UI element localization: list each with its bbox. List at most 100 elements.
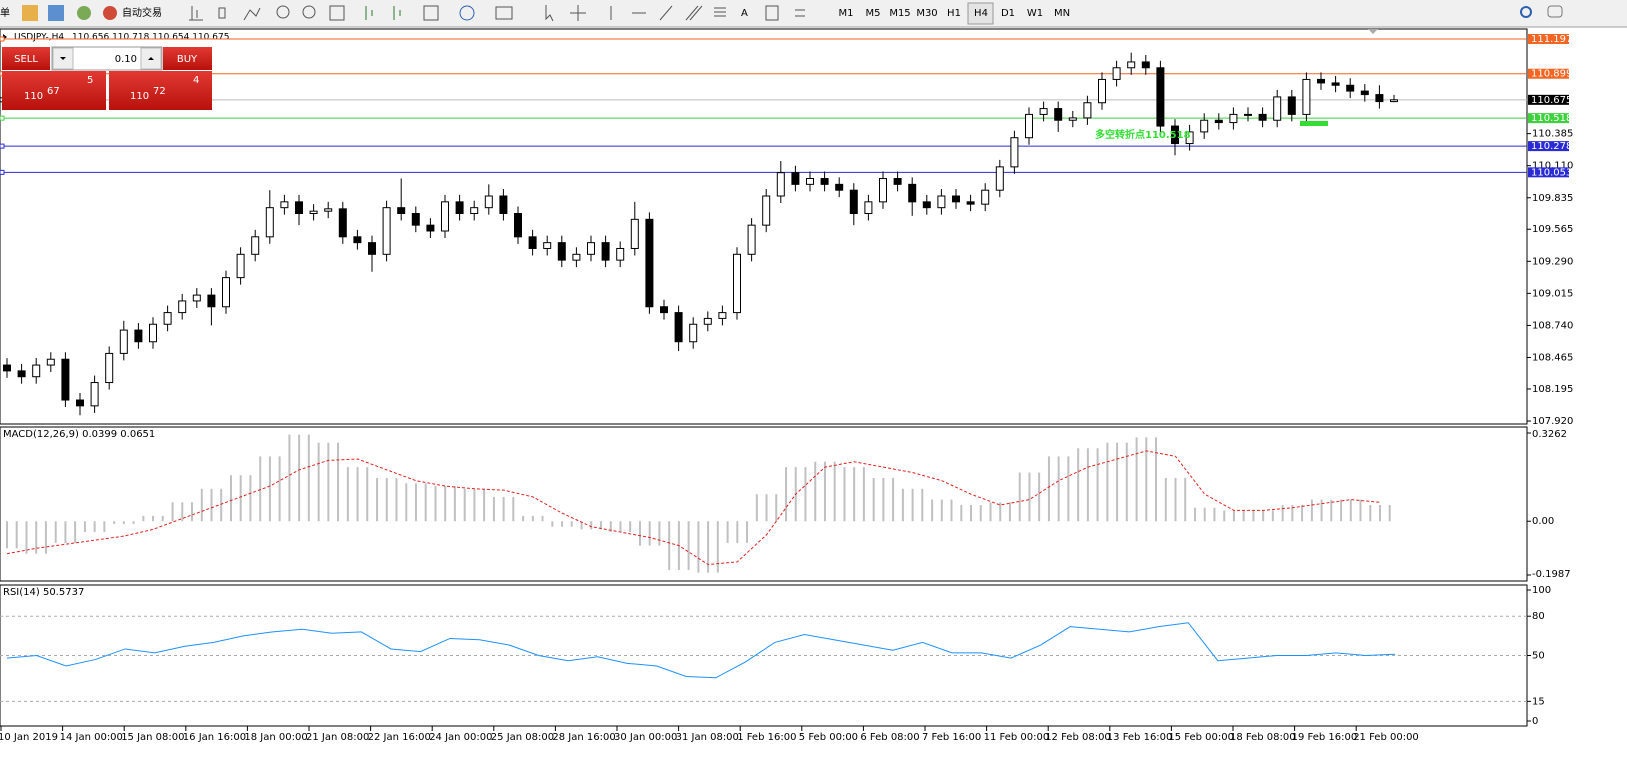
y-tick-label: 50: [1532, 651, 1545, 662]
level-handle[interactable]: [0, 143, 5, 149]
candle-body: [937, 195, 946, 209]
text-tool[interactable]: A: [741, 8, 748, 19]
candle-body: [338, 208, 347, 238]
x-tick-label: 5 Feb 00:00: [799, 732, 858, 743]
candle-body: [1068, 117, 1077, 121]
candle-body: [470, 207, 479, 215]
y-tick-label: 108.465: [1532, 352, 1573, 363]
icon[interactable]: [243, 7, 261, 21]
icon[interactable]: [302, 5, 316, 19]
candle-body: [995, 166, 1004, 191]
icon[interactable]: [329, 5, 345, 21]
x-tick-label: 14 Jan 00:00: [60, 732, 123, 743]
y-tick-label: 0.00: [1532, 516, 1554, 527]
sell-price-box[interactable]: [2, 71, 106, 110]
annotation-marker: [1300, 121, 1328, 126]
candle-body: [382, 207, 391, 255]
icon[interactable]: [77, 6, 91, 20]
candle-body: [441, 201, 449, 232]
icon[interactable]: [22, 5, 38, 21]
level-handle[interactable]: [0, 115, 5, 121]
icon[interactable]: [218, 7, 226, 19]
candle-body: [1273, 96, 1282, 121]
main-panel: [0, 28, 1528, 425]
candle-body: [295, 201, 303, 215]
y-tick-label: 80: [1532, 611, 1545, 622]
candle-body: [528, 236, 537, 249]
timeframe[interactable]: M1: [839, 8, 854, 19]
y-tick-label: -0.1987: [1532, 569, 1571, 580]
icon[interactable]: [795, 9, 805, 17]
icon[interactable]: [545, 5, 554, 22]
candle-body: [806, 178, 814, 185]
x-tick-label: 1 Feb 16:00: [737, 732, 796, 743]
quote: 110.656 110.718 110.654 110.675: [72, 33, 229, 43]
level-label: 110.053: [1531, 167, 1572, 178]
menu-stub[interactable]: 单: [0, 7, 10, 19]
timeframe[interactable]: M15: [889, 8, 910, 19]
icon[interactable]: [423, 5, 439, 21]
candle-body: [543, 242, 552, 249]
rsi-chart: RSI(14) 50.5737 100 80 50 15 0: [0, 585, 1551, 727]
search-icon[interactable]: [1520, 6, 1532, 18]
level-label: 110.675: [1531, 95, 1572, 106]
icon[interactable]: [365, 6, 401, 20]
timeframe[interactable]: W1: [1027, 8, 1043, 19]
timeframe[interactable]: MN: [1054, 8, 1070, 19]
icon[interactable]: [189, 6, 203, 21]
icon[interactable]: [570, 5, 673, 21]
candle-body: [952, 195, 960, 203]
candle-body: [1331, 82, 1340, 86]
candle-body: [149, 323, 157, 343]
level-label-box: [1528, 167, 1569, 178]
candle-body: [1244, 113, 1252, 116]
chat-icon[interactable]: [1547, 5, 1563, 18]
x-tick-label: 21 Jan 08:00: [306, 732, 369, 743]
level-handle[interactable]: [0, 169, 5, 175]
buy-price-box[interactable]: [109, 71, 212, 110]
icon[interactable]: [48, 5, 64, 21]
candle-body: [966, 201, 975, 205]
icon[interactable]: [765, 5, 779, 21]
candle-body: [76, 399, 84, 407]
arrow: [148, 57, 154, 60]
candle-body: [309, 210, 318, 215]
timeframes: M1 M5 M15 M30 H1 H4 D1 W1 MN: [839, 8, 1071, 19]
auto-trading[interactable]: 自动交易: [122, 6, 162, 19]
panel-title: MACD(12,26,9) 0.0399 0.0651: [3, 429, 155, 440]
sell-label[interactable]: SELL: [14, 54, 38, 65]
icon[interactable]: [459, 5, 475, 21]
timeframe[interactable]: M30: [916, 8, 937, 19]
timeframe[interactable]: H1: [947, 8, 961, 19]
icon[interactable]: [685, 5, 726, 21]
x-tick-label: 18 Jan 00:00: [244, 732, 307, 743]
macd-signal: [6, 450, 1381, 566]
candle-body: [90, 382, 99, 407]
buy-button[interactable]: [163, 47, 212, 70]
level-label-box: [1528, 94, 1569, 105]
candle-body: [1010, 137, 1019, 168]
icon[interactable]: [495, 6, 513, 20]
y-tick-label: 100: [1532, 585, 1551, 596]
level-handle[interactable]: [0, 36, 5, 42]
candle-body: [17, 370, 26, 378]
timeframe[interactable]: H4: [974, 8, 988, 19]
y-tick-label: 110.385: [1532, 129, 1573, 140]
buy-label[interactable]: BUY: [177, 54, 198, 65]
level-label: 110.518: [1531, 113, 1572, 124]
lot[interactable]: 0.10: [115, 54, 137, 65]
candle-body: [791, 172, 800, 185]
x-tick-label: 15 Jan 08:00: [121, 732, 184, 743]
auto-trading-icon[interactable]: [103, 6, 117, 20]
buy-pips: 72: [153, 86, 166, 97]
candle-body: [835, 183, 844, 191]
timeframe[interactable]: M5: [866, 8, 881, 19]
sell-button[interactable]: [2, 47, 50, 70]
icon[interactable]: [276, 5, 290, 19]
timeframe[interactable]: D1: [1001, 8, 1015, 19]
candle-body: [864, 201, 873, 215]
lot-box[interactable]: [51, 46, 163, 71]
candle-body: [514, 213, 522, 238]
